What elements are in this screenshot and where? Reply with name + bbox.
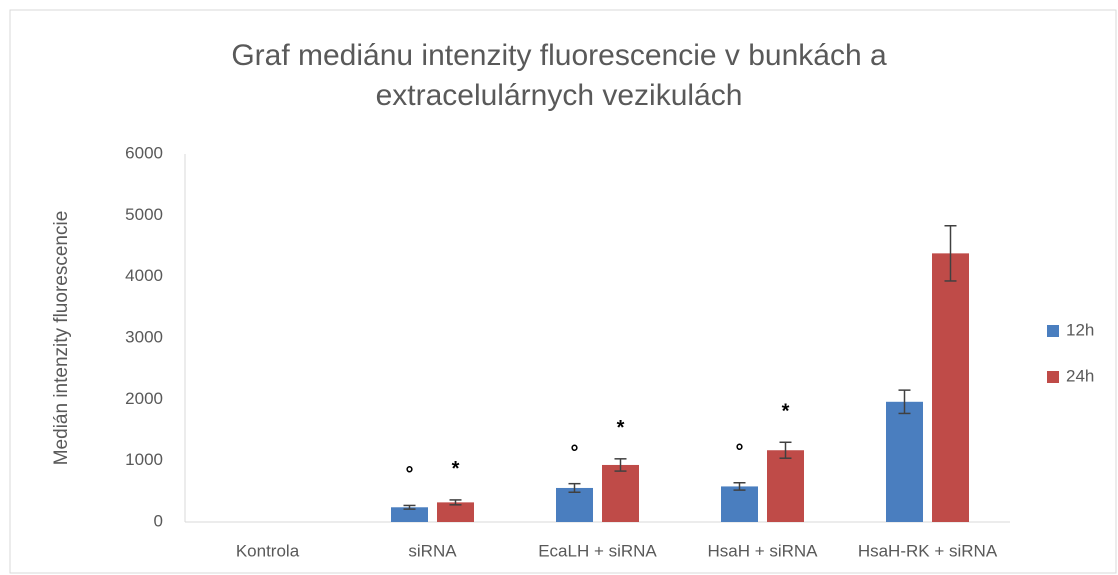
legend-label: 12h xyxy=(1066,320,1094,339)
legend-swatch xyxy=(1047,325,1059,337)
annotation: ° xyxy=(736,441,744,463)
legend-label: 24h xyxy=(1066,366,1094,385)
bar xyxy=(721,486,758,522)
chart-border xyxy=(9,9,1117,574)
bar xyxy=(932,253,969,523)
x-tick-label: siRNA xyxy=(408,541,457,560)
error-bar xyxy=(614,458,627,472)
error-bar xyxy=(449,499,462,506)
bar xyxy=(767,450,804,522)
bar xyxy=(886,401,923,522)
bar xyxy=(602,464,639,522)
annotation: ° xyxy=(571,442,579,464)
error-bar xyxy=(779,441,792,459)
annotation: * xyxy=(617,417,625,439)
bar xyxy=(556,487,593,522)
y-tick-label: 5000 xyxy=(125,205,163,224)
y-tick-label: 0 xyxy=(154,511,163,530)
x-tick-label: HsaH + siRNA xyxy=(707,541,818,560)
error-bar xyxy=(944,225,957,282)
error-bar xyxy=(898,389,911,415)
bar xyxy=(437,502,474,522)
y-tick-label: 4000 xyxy=(125,266,163,285)
x-tick-label: HsaH-RK + siRNA xyxy=(858,541,998,560)
error-bar xyxy=(403,504,416,510)
chart-title: Graf mediánu intenzity fluorescencie v b… xyxy=(231,39,887,112)
annotation: * xyxy=(452,458,460,480)
y-tick-label: 2000 xyxy=(125,389,163,408)
x-tick-label: EcaLH + siRNA xyxy=(538,541,657,560)
y-tick-label: 6000 xyxy=(125,143,163,162)
y-axis-label: Medián intenzity fluorescencie xyxy=(51,211,72,466)
y-tick-label: 1000 xyxy=(125,450,163,469)
bar xyxy=(391,507,428,522)
legend-swatch xyxy=(1047,371,1059,383)
annotation: * xyxy=(782,401,790,423)
y-tick-label: 3000 xyxy=(125,327,163,346)
x-tick-label: Kontrola xyxy=(236,541,300,560)
error-bar xyxy=(733,481,746,491)
annotation: ° xyxy=(406,464,414,486)
error-bar xyxy=(568,482,581,494)
